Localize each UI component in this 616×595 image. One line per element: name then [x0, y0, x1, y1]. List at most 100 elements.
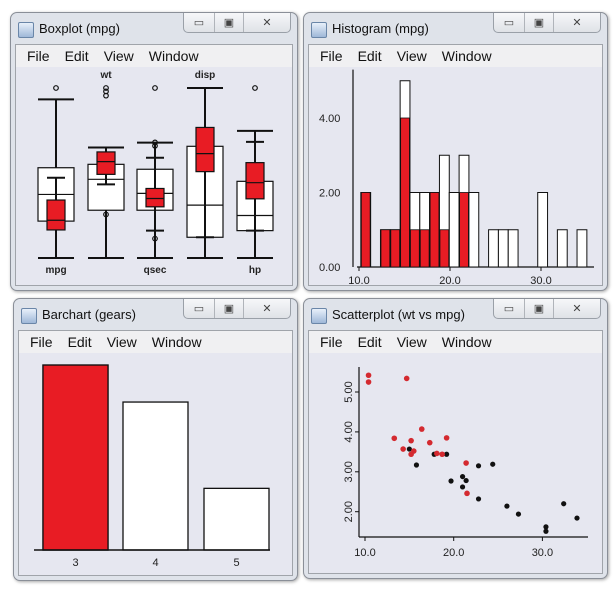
- y-tick-label: 5.00: [343, 381, 355, 402]
- selected-box: [195, 126, 215, 173]
- point-selected: [426, 439, 433, 446]
- x-tick-label: 10.0: [348, 275, 369, 286]
- close-icon[interactable]: ✕: [243, 13, 290, 32]
- histogram-bar-selected: [419, 229, 430, 268]
- menu-file[interactable]: File: [30, 334, 53, 350]
- window-title: Barchart (gears): [42, 307, 136, 322]
- all-outlier: [252, 85, 258, 91]
- scatterplot-chart[interactable]: 10.0 20.0 30.0 2.00 3.00 4.00 5.00: [309, 353, 602, 574]
- client-area: File Edit View Window 3 4 5: [18, 330, 293, 576]
- menu-view[interactable]: View: [396, 48, 427, 64]
- barchart-window: Barchart (gears) ▭ ▣ ✕ File Edit View Window …: [13, 298, 298, 581]
- histogram-bar-selected: [400, 117, 410, 268]
- histogram-bar-selected: [390, 229, 401, 268]
- menu-file[interactable]: File: [320, 48, 343, 64]
- all-outlier: [53, 85, 59, 91]
- close-icon[interactable]: ✕: [553, 13, 600, 32]
- x-tick-label: 30.0: [532, 547, 553, 559]
- point-selected: [418, 426, 425, 432]
- point-selected: [400, 446, 406, 452]
- x-tick-label: 20.0: [439, 275, 460, 286]
- minimize-icon[interactable]: ▭: [193, 303, 205, 315]
- y-tick-label: 4.00: [343, 421, 355, 442]
- point: [574, 515, 580, 521]
- histogram-bar: [488, 229, 499, 268]
- point-selected: [365, 372, 372, 379]
- selected-outlier: [152, 235, 158, 242]
- histogram-bar: [448, 192, 460, 268]
- histogram-bar-selected: [439, 229, 450, 268]
- barchart-chart[interactable]: 3 4 5: [19, 353, 292, 576]
- histogram-bar-selected: [380, 229, 391, 268]
- menu-window[interactable]: Window: [151, 334, 202, 350]
- selected-box: [245, 162, 265, 200]
- point: [475, 463, 482, 469]
- selected-outlier: [103, 211, 109, 218]
- menu-window[interactable]: Window: [441, 334, 492, 350]
- menu-file[interactable]: File: [27, 48, 50, 64]
- menu-view[interactable]: View: [396, 334, 427, 350]
- histogram-bar-selected: [459, 192, 469, 268]
- menu-window[interactable]: Window: [441, 48, 492, 64]
- point: [444, 451, 450, 457]
- point: [543, 528, 549, 534]
- menu-bar: File Edit View Window: [309, 45, 602, 67]
- maximize-icon[interactable]: ▣: [214, 299, 243, 318]
- minimize-icon[interactable]: ▭: [503, 17, 515, 29]
- menu-edit[interactable]: Edit: [67, 334, 92, 350]
- all-outlier: [103, 85, 109, 91]
- title-bar[interactable]: Histogram (mpg) ▭ ▣ ✕: [304, 13, 607, 43]
- point: [561, 501, 567, 507]
- java-app-icon: [311, 22, 327, 38]
- menu-file[interactable]: File: [320, 334, 343, 350]
- histogram-chart[interactable]: 10.0 20.0 30.0 0.00 2.00 4.00: [309, 67, 602, 286]
- menu-edit[interactable]: Edit: [357, 48, 382, 64]
- window-title: Scatterplot (wt vs mpg): [332, 307, 465, 322]
- scatterplot-window: Scatterplot (wt vs mpg) ▭ ▣ ✕ File Edit View…: [303, 298, 608, 579]
- point: [490, 461, 496, 467]
- window-title: Boxplot (mpg): [39, 21, 120, 36]
- x-tick-label: 20.0: [443, 547, 464, 559]
- maximize-icon[interactable]: ▣: [524, 299, 553, 318]
- point: [413, 462, 420, 468]
- category-label: 4: [152, 557, 158, 569]
- point: [504, 503, 510, 509]
- point: [515, 511, 522, 517]
- minimize-icon[interactable]: ▭: [193, 17, 205, 29]
- y-tick-label: 0.00: [319, 262, 340, 274]
- title-bar[interactable]: Barchart (gears) ▭ ▣ ✕: [14, 299, 297, 329]
- point-selected: [408, 451, 414, 458]
- client-area: File Edit View Window 10.0 20.0 30.0 0.00 2.00 4…: [308, 44, 603, 286]
- maximize-icon[interactable]: ▣: [214, 13, 243, 32]
- window-title: Histogram (mpg): [332, 21, 429, 36]
- menu-bar: File Edit View Window: [309, 331, 602, 353]
- menu-edit[interactable]: Edit: [64, 48, 89, 64]
- point: [448, 478, 454, 484]
- boxplot-chart[interactable]: mpg wt qsec disp hp: [16, 67, 292, 286]
- category-label: 3: [72, 557, 78, 569]
- title-bar[interactable]: Scatterplot (wt vs mpg) ▭ ▣ ✕: [304, 299, 607, 329]
- point-selected: [464, 490, 470, 497]
- selected-box: [96, 151, 116, 175]
- histogram-bar: [576, 229, 588, 268]
- point: [459, 484, 466, 490]
- point-selected: [403, 375, 410, 382]
- minimize-icon[interactable]: ▭: [503, 303, 515, 315]
- y-tick-label: 3.00: [343, 461, 355, 482]
- bar-5: [203, 487, 270, 551]
- menu-window[interactable]: Window: [148, 48, 199, 64]
- close-icon[interactable]: ✕: [553, 299, 600, 318]
- menu-bar: File Edit View Window: [19, 331, 292, 353]
- selected-box: [46, 199, 66, 231]
- menu-view[interactable]: View: [106, 334, 137, 350]
- point: [475, 496, 482, 502]
- menu-edit[interactable]: Edit: [357, 334, 382, 350]
- point: [459, 473, 466, 480]
- title-bar[interactable]: Boxplot (mpg) ▭ ▣ ✕: [11, 13, 297, 43]
- point: [463, 477, 469, 484]
- maximize-icon[interactable]: ▣: [524, 13, 553, 32]
- histogram-window: Histogram (mpg) ▭ ▣ ✕ File Edit View Window 1…: [303, 12, 608, 291]
- selected-outlier: [152, 139, 158, 146]
- close-icon[interactable]: ✕: [243, 299, 290, 318]
- menu-view[interactable]: View: [103, 48, 134, 64]
